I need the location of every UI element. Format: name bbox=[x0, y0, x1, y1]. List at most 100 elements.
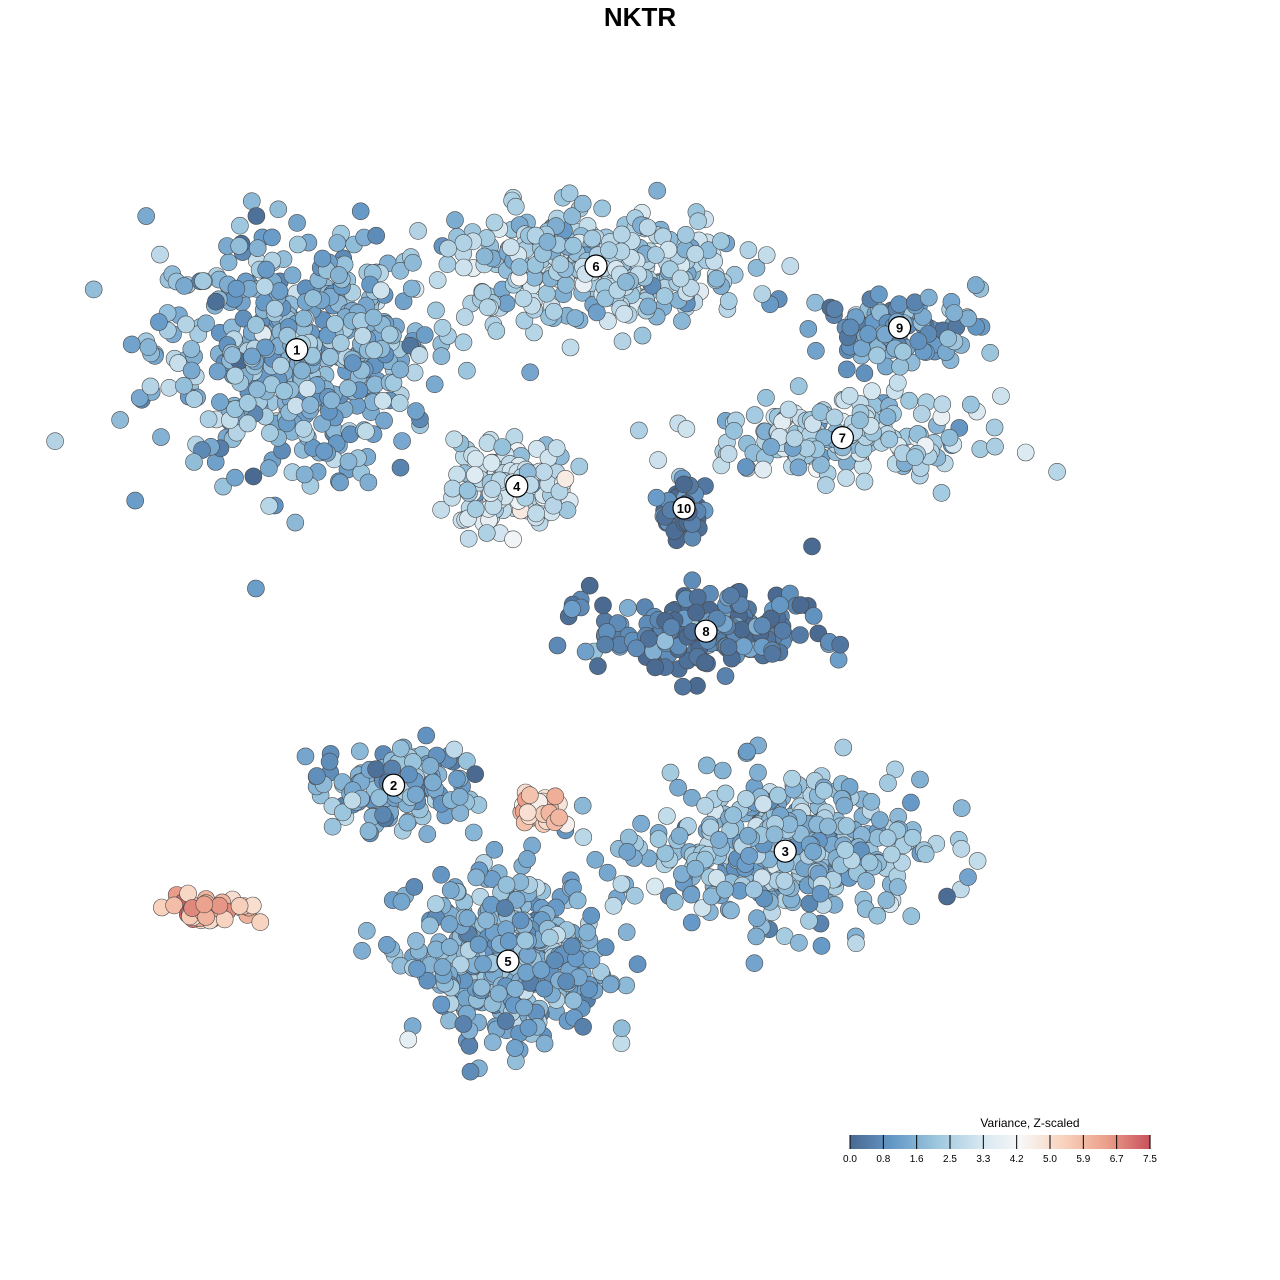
cluster-6-point bbox=[593, 199, 612, 218]
cluster-label-badge bbox=[382, 773, 406, 797]
colorbar-segment bbox=[1146, 1135, 1149, 1149]
cluster-6-point bbox=[747, 259, 766, 277]
cluster-4-point bbox=[482, 454, 501, 472]
cluster-label-1: 1 bbox=[285, 338, 309, 362]
colorbar-segment bbox=[876, 1135, 879, 1149]
cluster-1-point bbox=[357, 422, 375, 441]
cluster-1-point bbox=[151, 245, 169, 264]
cluster-8-point bbox=[791, 596, 810, 614]
cluster-1-point bbox=[263, 228, 281, 247]
cluster-7-point bbox=[757, 388, 775, 407]
cluster-6-point bbox=[514, 289, 533, 308]
colorbar-segment bbox=[890, 1135, 893, 1149]
cluster-7-point bbox=[779, 400, 798, 419]
colorbar-segment bbox=[1018, 1135, 1021, 1149]
cluster-1-point bbox=[137, 207, 155, 225]
cluster-1-point bbox=[295, 465, 314, 484]
colorbar-tick-label: 0.8 bbox=[876, 1154, 890, 1165]
cluster-1-point bbox=[175, 376, 193, 395]
colorbar-segment bbox=[992, 1135, 995, 1149]
cluster-1-point bbox=[391, 261, 410, 280]
cluster-6-point bbox=[454, 258, 473, 277]
cluster-5-point bbox=[496, 1012, 515, 1030]
cluster-5-point bbox=[461, 1062, 480, 1081]
colorbar-segment bbox=[1120, 1135, 1123, 1149]
cluster-3-point bbox=[749, 763, 767, 782]
cluster-2-point bbox=[367, 760, 385, 779]
colorbar-segment bbox=[1106, 1135, 1109, 1149]
cluster-3-point bbox=[716, 880, 734, 899]
high-expression-group-2-point bbox=[546, 787, 565, 806]
cluster-6-point bbox=[707, 269, 726, 288]
cluster-8-point bbox=[734, 637, 753, 656]
cluster-3-point bbox=[748, 909, 766, 928]
cluster-1-point bbox=[111, 411, 129, 429]
colorbar-segment bbox=[854, 1135, 857, 1149]
cluster-7-point bbox=[630, 421, 648, 440]
cluster-1-point bbox=[130, 389, 149, 407]
colorbar-segment bbox=[914, 1135, 917, 1149]
cluster-8-point bbox=[576, 642, 595, 661]
colorbar-segment bbox=[928, 1135, 931, 1149]
cluster-1-point bbox=[288, 214, 306, 232]
cluster-3-point bbox=[724, 806, 743, 825]
cluster-6-point bbox=[439, 239, 457, 258]
cluster-7-point bbox=[737, 458, 755, 476]
cluster-3-point bbox=[871, 811, 889, 829]
cluster-1-point bbox=[364, 308, 383, 327]
cluster-7-point bbox=[900, 391, 919, 410]
colorbar-segment bbox=[976, 1135, 979, 1149]
cluster-6-point bbox=[506, 197, 525, 216]
colorbar-segment bbox=[1040, 1135, 1043, 1149]
cluster-2-point bbox=[448, 770, 466, 788]
cluster-9-point bbox=[909, 332, 928, 351]
cluster-3-point bbox=[847, 934, 865, 953]
colorbar-segment bbox=[972, 1135, 975, 1149]
cluster-8-point bbox=[619, 599, 637, 617]
cluster-5-point bbox=[518, 850, 536, 868]
cluster-2-point bbox=[296, 747, 315, 766]
colorbar-segment bbox=[1024, 1135, 1027, 1149]
cluster-3-point bbox=[754, 795, 773, 813]
cluster-7-point bbox=[725, 421, 743, 440]
cluster-1-point bbox=[185, 390, 203, 408]
cluster-6-point bbox=[689, 212, 707, 231]
cluster-5-point bbox=[399, 1030, 418, 1049]
cluster-7-point bbox=[932, 484, 951, 502]
colorbar-segment bbox=[1012, 1135, 1015, 1149]
cluster-label-badge bbox=[496, 949, 520, 973]
colorbar-segment bbox=[1008, 1135, 1011, 1149]
colorbar-segment bbox=[1078, 1135, 1081, 1149]
cluster-label-text: 2 bbox=[390, 778, 397, 793]
colorbar-segment bbox=[1048, 1135, 1051, 1149]
colorbar-segment bbox=[872, 1135, 875, 1149]
cluster-5-point bbox=[568, 891, 587, 910]
cluster-1-point bbox=[126, 491, 144, 510]
cluster-9-point bbox=[841, 318, 860, 337]
cluster-1-point bbox=[214, 477, 232, 496]
colorbar-title: Variance, Z-scaled bbox=[980, 1116, 1079, 1130]
cluster-9-point bbox=[799, 320, 818, 338]
cluster-2-point bbox=[458, 752, 476, 770]
colorbar-segment bbox=[1042, 1135, 1045, 1149]
cluster-label-5: 5 bbox=[496, 949, 520, 973]
cluster-1-point bbox=[248, 239, 267, 257]
cluster-label-text: 4 bbox=[513, 479, 521, 494]
cluster-6-point bbox=[557, 275, 575, 294]
cluster-1-point bbox=[343, 354, 362, 372]
cluster-1-point bbox=[405, 363, 424, 382]
cluster-1-point bbox=[257, 260, 276, 279]
cluster-8-point bbox=[773, 621, 792, 640]
colorbar-segment bbox=[1020, 1135, 1023, 1149]
cluster-5-point bbox=[563, 937, 581, 956]
cluster-7-point bbox=[789, 458, 808, 477]
cluster-8-point bbox=[548, 636, 567, 655]
cluster-8-point bbox=[687, 603, 705, 622]
colorbar-segment bbox=[1062, 1135, 1065, 1149]
colorbar-segment bbox=[990, 1135, 993, 1149]
cluster-2-point bbox=[424, 773, 442, 792]
cluster-1-point bbox=[322, 391, 341, 410]
colorbar-segment bbox=[1126, 1135, 1129, 1149]
cluster-1-point bbox=[410, 346, 429, 364]
cluster-3-point bbox=[837, 817, 856, 835]
